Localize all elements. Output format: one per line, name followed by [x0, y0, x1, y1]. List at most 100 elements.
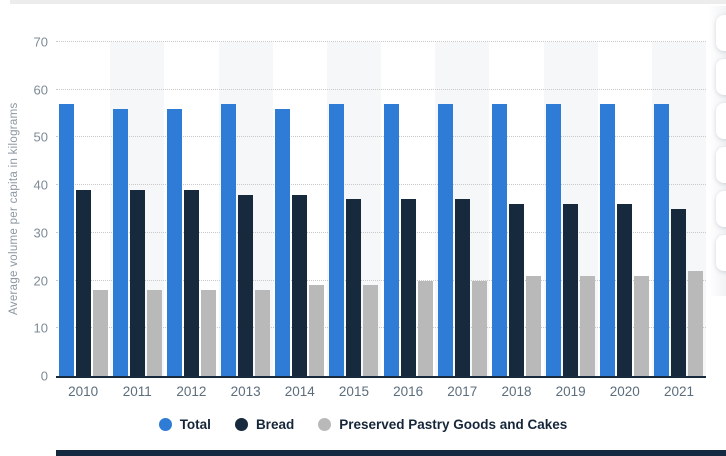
- bar-preserved-pastry-goods-and-cakes-2015[interactable]: [363, 285, 379, 376]
- side-panel-button-4[interactable]: [716, 147, 726, 183]
- legend-label-preserved-pastry-goods-and-cakes: Preserved Pastry Goods and Cakes: [339, 417, 568, 432]
- bar-bread-2020[interactable]: [617, 204, 633, 376]
- x-tick-2011: 2011: [122, 384, 152, 399]
- bar-total-2015[interactable]: [329, 104, 345, 376]
- bar-preserved-pastry-goods-and-cakes-2012[interactable]: [200, 290, 216, 376]
- side-panel-button-5[interactable]: [716, 191, 726, 227]
- y-tick-40: 40: [33, 177, 48, 193]
- gridline-50: [56, 136, 706, 138]
- legend-dot-bread: [234, 418, 248, 431]
- y-tick-0: 0: [40, 368, 48, 384]
- bar-preserved-pastry-goods-and-cakes-2013[interactable]: [255, 290, 271, 376]
- legend-dot-total: [158, 418, 172, 431]
- bar-total-2021[interactable]: [654, 104, 670, 376]
- side-panel-button-6[interactable]: [716, 235, 726, 271]
- gridline-60: [56, 88, 706, 90]
- x-tick-2010: 2010: [68, 384, 99, 399]
- gridline-70: [56, 41, 706, 42]
- bar-bread-2021[interactable]: [671, 209, 687, 376]
- bar-group-2021: [652, 42, 706, 376]
- bar-bread-2018[interactable]: [508, 204, 524, 376]
- gridline-10: [56, 327, 706, 329]
- legend-label-bread: Bread: [255, 417, 295, 432]
- x-tick-2018: 2018: [501, 384, 532, 399]
- bar-group-2012: [164, 42, 218, 376]
- bar-total-2018[interactable]: [491, 104, 507, 376]
- bar-preserved-pastry-goods-and-cakes-2014[interactable]: [309, 285, 325, 376]
- x-tick-2012: 2012: [176, 384, 207, 399]
- y-tick-70: 70: [33, 34, 48, 50]
- side-panel-button-2[interactable]: [716, 59, 726, 95]
- y-tick-60: 60: [33, 82, 48, 98]
- legend-item-bread[interactable]: Bread: [234, 417, 295, 432]
- bar-group-2015: [327, 42, 381, 376]
- bar-group-2011: [110, 42, 164, 376]
- bar-group-2014: [273, 42, 327, 376]
- legend-item-preserved-pastry-goods-and-cakes[interactable]: Preserved Pastry Goods and Cakes: [318, 417, 567, 432]
- bar-total-2012[interactable]: [166, 108, 182, 376]
- y-tick-10: 10: [33, 320, 48, 336]
- bar-total-2019[interactable]: [546, 104, 562, 376]
- bar-total-2014[interactable]: [275, 108, 291, 376]
- bar-layer: [56, 42, 706, 376]
- bar-bread-2015[interactable]: [346, 199, 362, 376]
- x-tick-2021: 2021: [663, 384, 694, 399]
- bar-bread-2017[interactable]: [454, 199, 470, 376]
- bar-bread-2019[interactable]: [563, 204, 579, 376]
- plot-area: [56, 41, 707, 378]
- bar-bread-2010[interactable]: [75, 189, 91, 376]
- legend: Total Bread Preserved Pastry Goods and Cak…: [0, 417, 726, 432]
- gridline-30: [56, 231, 706, 233]
- bar-bread-2014[interactable]: [292, 194, 308, 376]
- bar-group-2017: [435, 42, 489, 376]
- bar-total-2013[interactable]: [221, 104, 237, 376]
- bar-preserved-pastry-goods-and-cakes-2021[interactable]: [688, 271, 704, 376]
- y-tick-30: 30: [33, 225, 48, 241]
- legend-item-total[interactable]: Total: [158, 417, 211, 432]
- bar-bread-2011[interactable]: [129, 189, 145, 376]
- top-edge-strip: [10, 0, 726, 4]
- x-tick-2016: 2016: [393, 384, 424, 399]
- legend-dot-preserved-pastry-goods-and-cakes: [318, 418, 332, 431]
- legend-label-total: Total: [179, 417, 211, 432]
- bar-preserved-pastry-goods-and-cakes-2010[interactable]: [92, 290, 108, 376]
- bar-bread-2012[interactable]: [183, 189, 199, 376]
- y-tick-50: 50: [33, 129, 48, 145]
- side-panel-button-1[interactable]: [716, 15, 726, 51]
- bar-bread-2016[interactable]: [400, 199, 416, 376]
- bar-preserved-pastry-goods-and-cakes-2011[interactable]: [146, 290, 162, 376]
- gridline-20: [56, 279, 706, 281]
- bar-preserved-pastry-goods-and-cakes-2016[interactable]: [417, 280, 433, 376]
- side-panel-button-3[interactable]: [716, 103, 726, 139]
- bar-total-2020[interactable]: [600, 104, 616, 376]
- bar-preserved-pastry-goods-and-cakes-2020[interactable]: [634, 275, 650, 376]
- bar-total-2011[interactable]: [112, 108, 128, 376]
- bar-group-2010: [56, 42, 110, 376]
- x-axis-labels: 2010 2011 2012 2013 2014 2015 2016 2017 2018 2019…: [56, 384, 706, 399]
- bar-total-2010[interactable]: [58, 104, 74, 376]
- x-tick-2017: 2017: [447, 384, 478, 399]
- bar-total-2017[interactable]: [437, 104, 453, 376]
- bar-bread-2013[interactable]: [238, 194, 254, 376]
- y-axis-ticks: 0 10 20 30 40 50 60 70: [0, 36, 48, 383]
- bar-preserved-pastry-goods-and-cakes-2019[interactable]: [580, 275, 596, 376]
- gridline-layer: [56, 41, 706, 376]
- x-tick-2013: 2013: [230, 384, 261, 399]
- x-tick-2014: 2014: [284, 384, 315, 399]
- bar-total-2016[interactable]: [383, 104, 399, 376]
- bar-group-2020: [598, 42, 652, 376]
- x-tick-2019: 2019: [555, 384, 586, 399]
- bar-group-2016: [381, 42, 435, 376]
- y-tick-20: 20: [33, 273, 48, 289]
- bar-group-2018: [489, 42, 543, 376]
- bar-preserved-pastry-goods-and-cakes-2018[interactable]: [525, 275, 541, 376]
- bar-group-2013: [219, 42, 273, 376]
- gridline-40: [56, 184, 706, 186]
- x-tick-2020: 2020: [609, 384, 640, 399]
- footer-edge-strip: [56, 450, 726, 456]
- bar-preserved-pastry-goods-and-cakes-2017[interactable]: [471, 280, 487, 376]
- x-tick-2015: 2015: [338, 384, 369, 399]
- bar-group-2019: [544, 42, 598, 376]
- side-panel-toolbar: [716, 15, 726, 271]
